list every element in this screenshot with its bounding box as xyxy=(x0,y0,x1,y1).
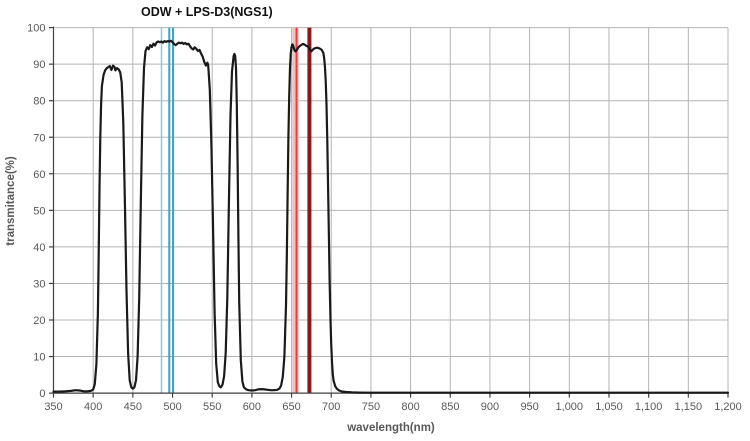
transmission-curve-group xyxy=(52,39,730,394)
y-tick-label-40: 40 xyxy=(33,242,45,254)
x-tick-label-500: 500 xyxy=(163,401,181,413)
x-tick-label-1150: 1,150 xyxy=(675,401,703,413)
x-tick-label-850: 850 xyxy=(441,401,459,413)
x-tick-label-1200: 1,200 xyxy=(714,401,742,413)
x-tick-label-550: 550 xyxy=(203,401,221,413)
x-tick-label-700: 700 xyxy=(322,401,340,413)
transmission-curve xyxy=(52,39,730,394)
emission-line-markers xyxy=(160,27,312,394)
x-tick-label-750: 750 xyxy=(362,401,380,413)
y-tick-label-20: 20 xyxy=(33,315,45,327)
axes xyxy=(49,26,729,398)
x-tick-label-650: 650 xyxy=(282,401,300,413)
y-tick-label-10: 10 xyxy=(33,352,45,364)
x-tick-label-600: 600 xyxy=(243,401,261,413)
tick-labels: 0 10 20 30 40 50 60 70 80 90 100 350 400 450 500 550 600… xyxy=(27,23,742,414)
y-tick-label-60: 60 xyxy=(33,169,45,181)
x-tick-label-950: 950 xyxy=(520,401,538,413)
x-tick-label-450: 450 xyxy=(124,401,142,413)
x-tick-label-1000: 1,000 xyxy=(556,401,584,413)
x-tick-label-900: 900 xyxy=(481,401,499,413)
emission-band-h-alpha-band xyxy=(292,27,299,394)
gridlines xyxy=(53,27,729,394)
chart-title: ODW + LPS-D3(NGS1) xyxy=(141,5,273,19)
y-tick-label-70: 70 xyxy=(33,132,45,144)
y-tick-label-50: 50 xyxy=(33,205,45,217)
y-tick-label-30: 30 xyxy=(33,278,45,290)
y-tick-label-90: 90 xyxy=(33,59,45,71)
x-tick-label-400: 400 xyxy=(84,401,102,413)
x-tick-label-800: 800 xyxy=(401,401,419,413)
y-tick-label-0: 0 xyxy=(39,388,45,400)
x-axis-title: wavelength(nm) xyxy=(346,422,435,434)
y-tick-label-100: 100 xyxy=(27,23,45,35)
x-tick-label-350: 350 xyxy=(44,401,62,413)
y-tick-label-80: 80 xyxy=(33,96,45,108)
x-tick-label-1100: 1,100 xyxy=(635,401,663,413)
x-tick-label-1050: 1,050 xyxy=(595,401,623,413)
y-axis-title: transmitance(%) xyxy=(5,156,17,246)
